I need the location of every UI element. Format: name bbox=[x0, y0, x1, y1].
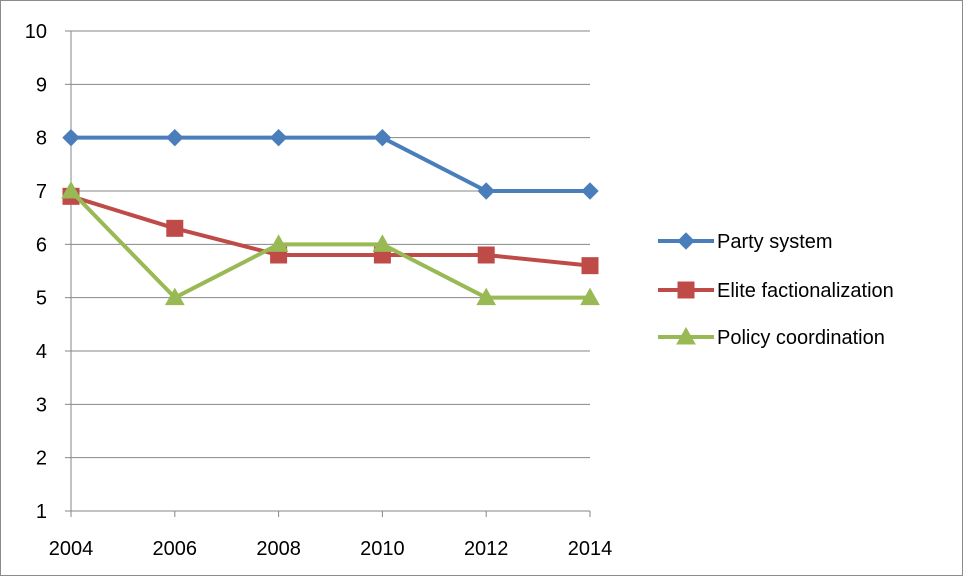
data-point bbox=[581, 182, 599, 200]
legend-item: Policy coordination bbox=[658, 326, 885, 349]
y-tick-label: 2 bbox=[36, 448, 47, 470]
x-tick-label: 2008 bbox=[256, 538, 301, 560]
data-point bbox=[268, 234, 289, 252]
data-point bbox=[61, 180, 81, 199]
data-point bbox=[62, 128, 80, 147]
data-point bbox=[477, 246, 495, 264]
legend-label: Elite factionalization bbox=[717, 280, 894, 302]
data-point bbox=[476, 287, 497, 306]
data-point bbox=[164, 287, 185, 306]
series-1 bbox=[62, 187, 599, 275]
series-line bbox=[69, 189, 590, 300]
y-tick-label: 7 bbox=[36, 181, 47, 203]
y-tick-label: 10 bbox=[25, 21, 47, 43]
data-point bbox=[580, 287, 600, 306]
y-tick-label: 3 bbox=[36, 394, 47, 416]
data-point bbox=[166, 219, 184, 237]
series-2 bbox=[61, 180, 600, 306]
data-point bbox=[269, 128, 288, 147]
legend-marker bbox=[676, 326, 696, 345]
legend-item: Elite factionalization bbox=[658, 280, 894, 302]
series-0 bbox=[62, 128, 599, 200]
data-point bbox=[477, 182, 495, 200]
legend-label: Policy coordination bbox=[717, 327, 885, 349]
x-tick-label: 2010 bbox=[360, 538, 405, 560]
legend-item: Party system bbox=[658, 231, 833, 253]
series-group bbox=[61, 128, 600, 306]
y-tick-label: 8 bbox=[36, 128, 47, 150]
legend-label: Party system bbox=[717, 231, 833, 253]
x-tick-label: 2014 bbox=[568, 538, 613, 560]
series-line bbox=[70, 194, 591, 268]
y-tick-label: 1 bbox=[36, 501, 47, 523]
legend: Party system Elite factionalization Policy… bbox=[658, 231, 894, 349]
y-tick-label: 9 bbox=[36, 74, 47, 96]
y-tick-label: 6 bbox=[36, 234, 47, 256]
axes: 1 2 3 4 5 6 7 8 9 10 2004 2006 2008 2010 2012 2014 bbox=[25, 21, 613, 560]
data-point bbox=[581, 257, 599, 275]
x-tick-label: 2012 bbox=[464, 538, 509, 560]
x-tick-label: 2006 bbox=[153, 538, 198, 560]
x-tick-label: 2004 bbox=[49, 538, 94, 560]
data-point bbox=[166, 128, 184, 147]
data-point bbox=[372, 234, 393, 252]
legend-marker bbox=[677, 281, 695, 299]
data-point bbox=[373, 128, 392, 147]
y-tick-label: 5 bbox=[36, 288, 47, 310]
legend-marker bbox=[677, 232, 695, 250]
y-tick-label: 4 bbox=[36, 341, 47, 363]
series-line bbox=[71, 135, 590, 193]
